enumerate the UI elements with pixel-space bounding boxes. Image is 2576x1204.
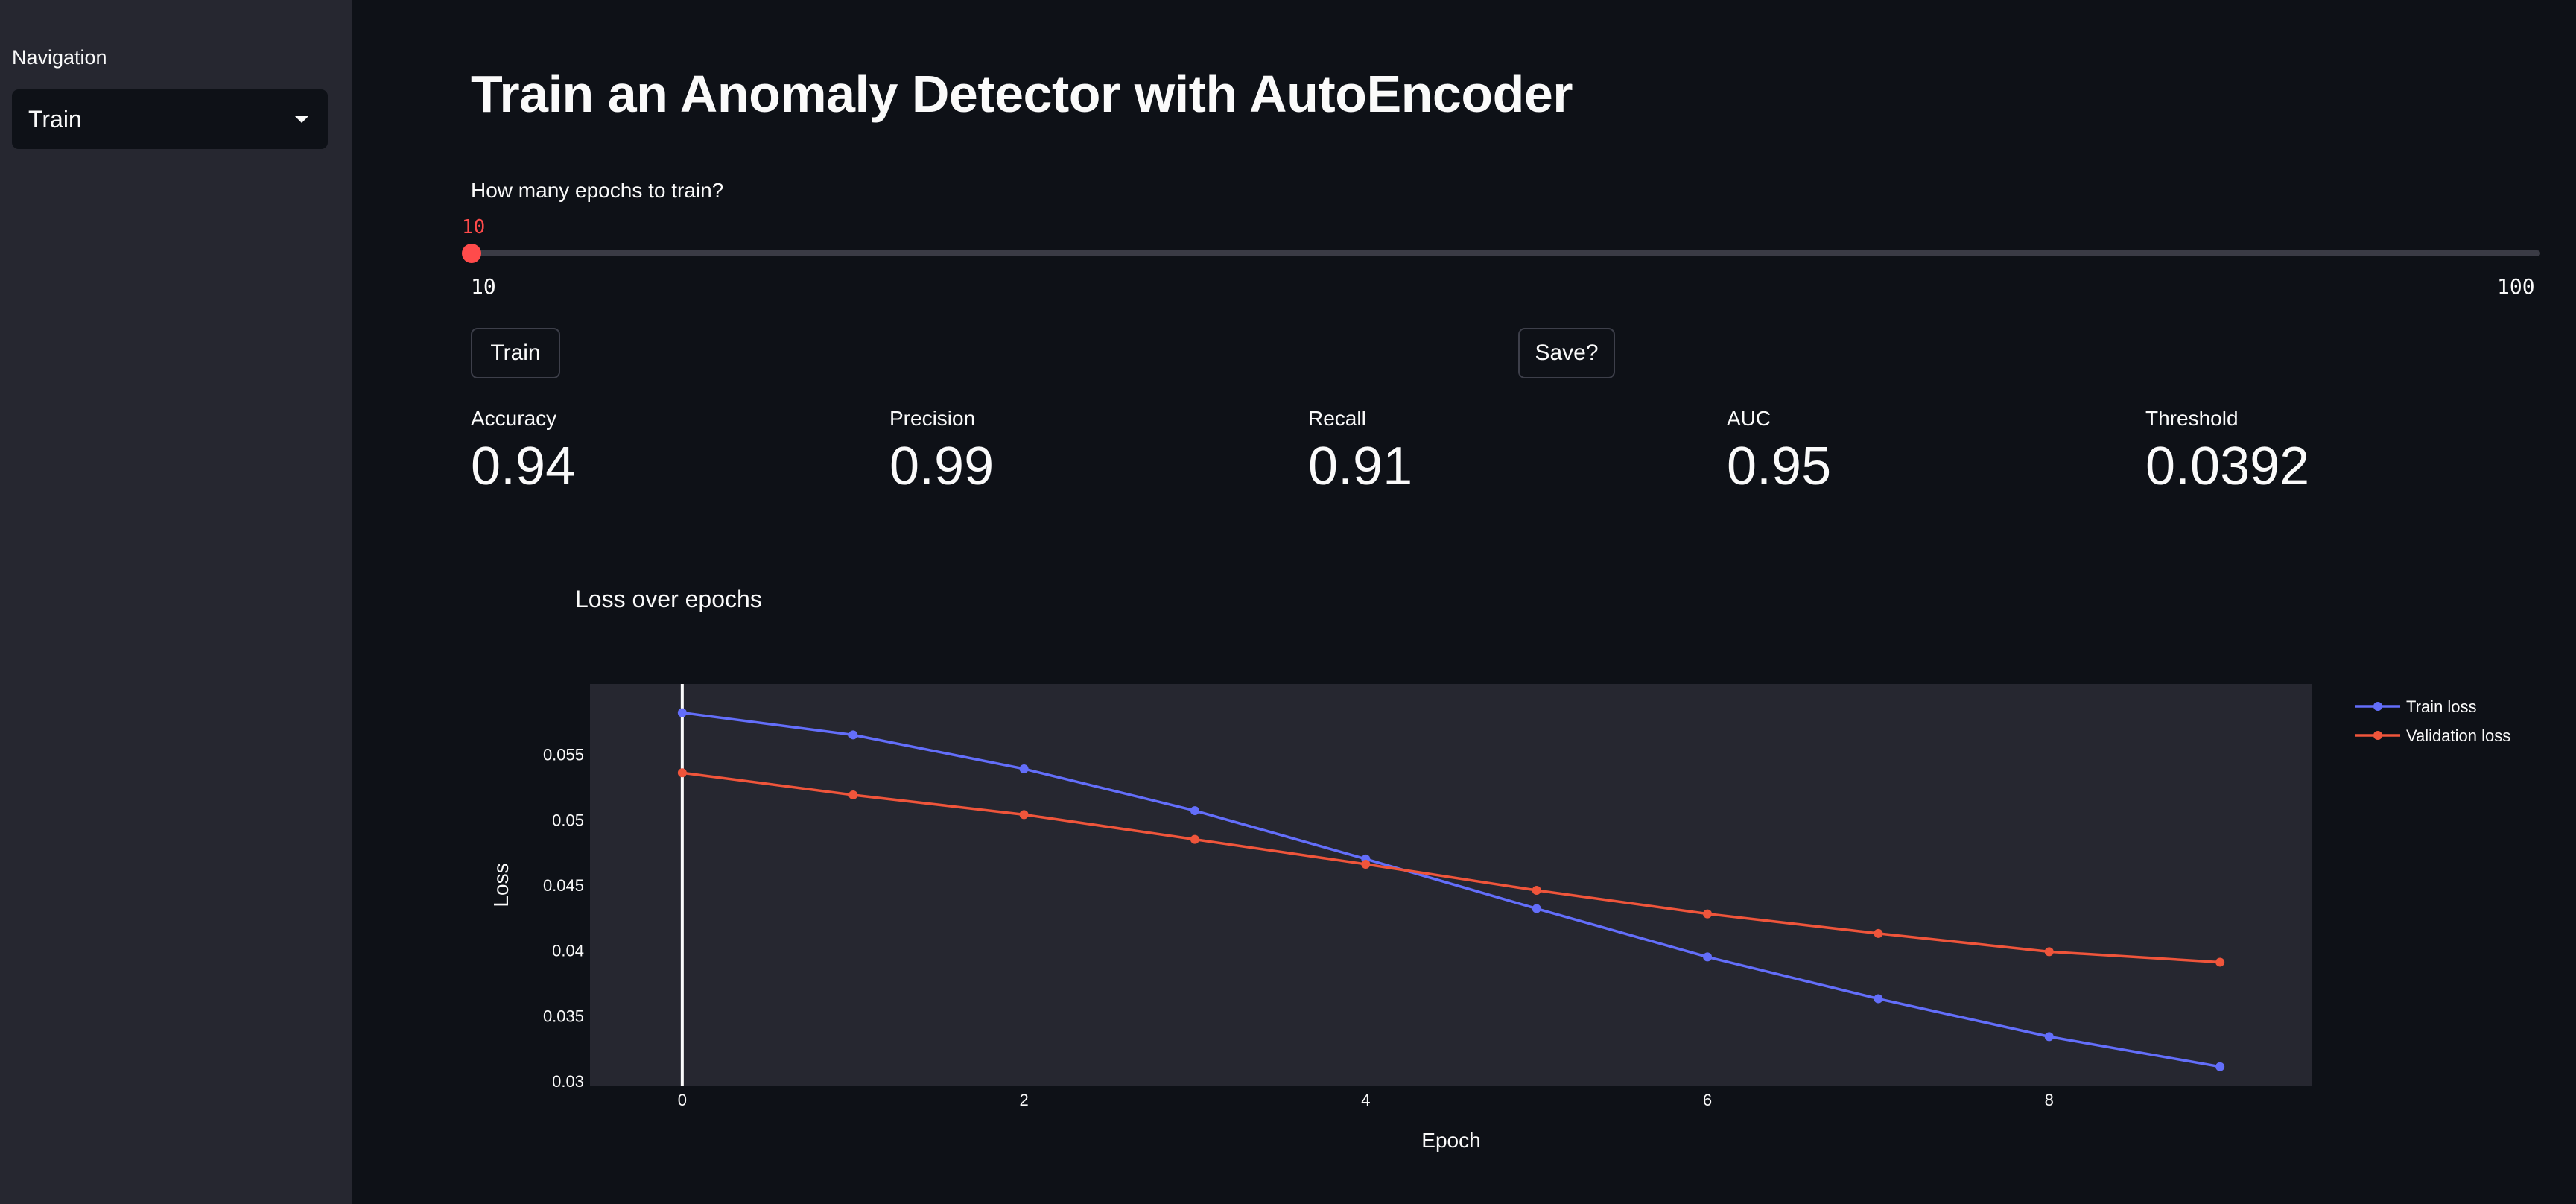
metric-recall: Recall 0.91 — [1308, 407, 1412, 493]
sidebar: Navigation Train — [0, 0, 352, 1204]
data-point[interactable] — [2044, 947, 2054, 957]
y-tick-label: 0.04 — [552, 942, 584, 960]
data-point[interactable] — [1532, 904, 1541, 913]
epochs-slider-max: 100 — [2497, 274, 2535, 299]
data-point[interactable] — [848, 790, 858, 800]
x-tick-label: 6 — [1703, 1091, 1712, 1109]
metric-label: Accuracy — [471, 407, 557, 430]
epochs-slider-min: 10 — [471, 274, 496, 299]
main-content: Train an Anomaly Detector with AutoEncod… — [352, 0, 2576, 1204]
chart-title: Loss over epochs — [575, 586, 762, 612]
x-tick-label: 4 — [1361, 1091, 1370, 1109]
y-tick-label: 0.05 — [552, 811, 584, 829]
metric-auc: AUC 0.95 — [1727, 407, 1831, 493]
chart-legend[interactable]: Train loss Validation loss — [2355, 697, 2510, 745]
series-line — [682, 771, 2221, 964]
data-point[interactable] — [1361, 859, 1371, 869]
legend-item[interactable]: Train loss — [2355, 697, 2477, 716]
data-point[interactable] — [677, 708, 687, 717]
metric-precision: Precision 0.99 — [889, 407, 994, 493]
page-title: Train an Anomaly Detector with AutoEncod… — [471, 65, 1573, 123]
metric-value: 0.99 — [889, 437, 994, 496]
y-tick-label: 0.03 — [552, 1072, 584, 1091]
metric-threshold: Threshold 0.0392 — [2145, 407, 2309, 493]
legend-marker — [2373, 731, 2382, 740]
data-point[interactable] — [1874, 994, 1883, 1004]
navigation-select-value: Train — [28, 105, 82, 133]
epochs-slider-label: How many epochs to train? — [471, 179, 724, 202]
data-point[interactable] — [1019, 764, 1029, 773]
data-point[interactable] — [1019, 810, 1029, 820]
metric-label: AUC — [1727, 407, 1771, 430]
legend-label: Validation loss — [2406, 726, 2510, 745]
series-train-loss[interactable] — [677, 708, 2225, 1071]
data-point[interactable] — [1190, 834, 1199, 844]
data-point[interactable] — [1703, 909, 1713, 919]
y-axis-title: Loss — [489, 863, 513, 907]
data-point[interactable] — [1874, 928, 1883, 938]
navigation-label: Navigation — [12, 46, 107, 69]
y-tick-label: 0.055 — [543, 746, 584, 764]
data-point[interactable] — [2215, 957, 2225, 967]
x-tick-label: 2 — [1019, 1091, 1028, 1109]
legend-marker — [2373, 702, 2382, 711]
series-validation-loss[interactable] — [677, 768, 2225, 967]
metric-label: Recall — [1308, 407, 1366, 430]
save-button[interactable]: Save? — [1518, 328, 1615, 378]
data-point[interactable] — [1190, 806, 1199, 816]
epochs-slider-track[interactable] — [471, 250, 2540, 256]
epochs-slider-thumb[interactable] — [462, 244, 481, 263]
legend-item[interactable]: Validation loss — [2355, 726, 2510, 745]
metric-value: 0.94 — [471, 437, 576, 496]
data-point[interactable] — [1532, 886, 1541, 896]
data-point[interactable] — [2044, 1032, 2054, 1042]
data-point[interactable] — [1703, 952, 1713, 962]
metric-value: 0.91 — [1308, 437, 1413, 496]
data-point[interactable] — [848, 730, 858, 740]
metric-value: 0.95 — [1727, 437, 1832, 496]
navigation-select[interactable]: Train — [12, 89, 328, 149]
data-point[interactable] — [2215, 1062, 2225, 1071]
epochs-slider-current-value: 10 — [462, 216, 486, 238]
metric-value: 0.0392 — [2145, 437, 2310, 496]
x-axis-title: Epoch — [1421, 1129, 1480, 1152]
data-point[interactable] — [677, 768, 687, 778]
chevron-down-icon — [295, 115, 308, 123]
train-button[interactable]: Train — [471, 328, 560, 378]
y-tick-label: 0.035 — [543, 1007, 584, 1025]
metric-accuracy: Accuracy 0.94 — [471, 407, 575, 493]
legend-label: Train loss — [2406, 697, 2477, 716]
x-tick-label: 8 — [2045, 1091, 2054, 1109]
y-tick-label: 0.045 — [543, 876, 584, 895]
series-line — [682, 711, 2221, 1068]
x-tick-label: 0 — [678, 1091, 687, 1109]
metric-label: Precision — [889, 407, 976, 430]
metric-label: Threshold — [2145, 407, 2239, 430]
